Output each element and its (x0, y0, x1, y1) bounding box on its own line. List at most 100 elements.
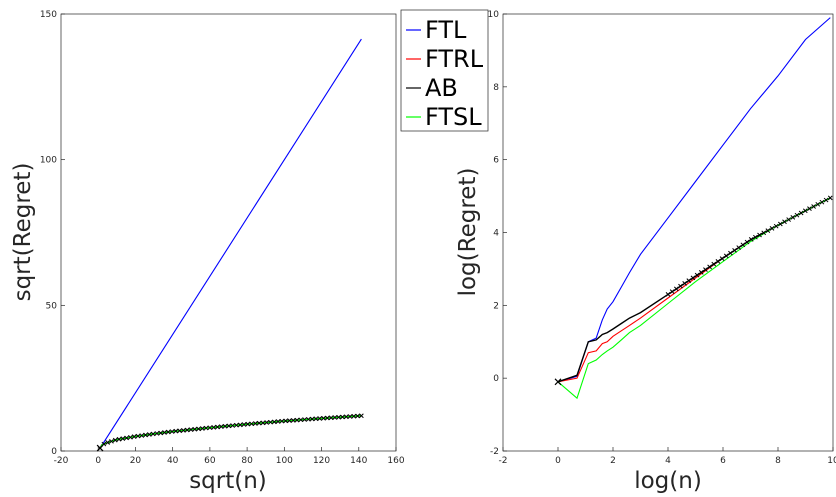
series-line-ftl (557, 17, 831, 383)
ab-marker (665, 292, 671, 297)
ab-marker (211, 424, 217, 430)
ab-marker (757, 232, 762, 238)
legend-label-ab: AB (425, 74, 458, 102)
ab-marker (827, 195, 833, 201)
ab-marker (351, 413, 357, 419)
ab-marker (165, 429, 171, 435)
ab-marker (343, 414, 349, 420)
x-tick-label: 80 (241, 456, 253, 466)
right-xlabel: log(n) (634, 468, 702, 494)
ab-marker (135, 433, 141, 439)
ab-marker (158, 430, 164, 436)
ab-marker (283, 418, 288, 424)
ab-marker (112, 437, 118, 443)
ab-marker (782, 219, 787, 225)
ab-marker (173, 428, 179, 434)
ab-marker (686, 278, 692, 283)
x-tick-label: 0 (555, 456, 561, 466)
ab-marker (703, 267, 708, 272)
ab-marker (794, 212, 800, 218)
right-plot-area (502, 13, 834, 452)
ab-marker (143, 432, 148, 438)
ab-marker (252, 421, 258, 426)
legend-label-ftsl: FTSL (425, 103, 482, 131)
ab-marker (105, 440, 111, 445)
ab-marker (786, 217, 792, 222)
ab-marker (694, 272, 700, 278)
ab-marker (120, 436, 126, 441)
x-tick-label: 2 (610, 456, 616, 466)
y-tick-label: 4 (493, 229, 499, 239)
legend: FTL FTRL AB FTSL (400, 9, 489, 132)
ab-marker (109, 438, 114, 444)
ab-marker (769, 226, 775, 231)
x-tick-label: 0 (95, 456, 101, 466)
ab-marker (682, 281, 687, 286)
ab-marker (328, 415, 334, 421)
ab-marker (313, 416, 319, 422)
y-tick-label: 0 (493, 374, 499, 384)
ab-marker (245, 421, 251, 427)
ab-marker (154, 431, 160, 436)
ab-start-marker (96, 444, 104, 452)
ab-marker (359, 413, 364, 419)
ab-marker (802, 208, 808, 214)
ab-marker (271, 419, 277, 425)
right-ticks: -2 0 2 4 6 8 10 -2 0 2 4 6 8 10 (488, 10, 836, 466)
legend-label-ftrl: FTRL (425, 45, 484, 73)
ab-marker (719, 256, 725, 261)
x-tick-label: 140 (350, 456, 367, 466)
ab-marker (302, 417, 307, 422)
y-tick-label: 6 (493, 156, 499, 166)
ab-marker (116, 436, 122, 442)
ab-marker (777, 221, 783, 227)
ab-marker (279, 418, 285, 424)
x-tick-label: 8 (775, 456, 781, 466)
ab-marker (226, 423, 232, 429)
ab-marker (753, 234, 758, 240)
ab-marker (748, 237, 754, 242)
ab-marker (290, 418, 296, 423)
y-tick-label: 0 (51, 447, 57, 457)
left-xlabel: sqrt(n) (189, 468, 267, 494)
ab-marker (203, 425, 209, 431)
ab-marker (128, 434, 133, 440)
ab-marker (230, 423, 235, 428)
ab-marker (199, 426, 205, 431)
ab-marker (744, 239, 750, 245)
x-tick-label: 6 (720, 456, 726, 466)
ab-marker (306, 416, 311, 422)
ab-marker (707, 264, 712, 270)
ab-marker (146, 432, 152, 437)
ab-marker (162, 430, 167, 435)
legend-label-ftl: FTL (425, 16, 467, 44)
y-tick-label: 50 (46, 301, 58, 311)
x-tick-label: 60 (204, 456, 216, 466)
ab-marker (790, 215, 796, 220)
ab-marker (298, 417, 304, 423)
x-tick-label: 4 (665, 456, 671, 466)
x-tick-label: 40 (167, 456, 179, 466)
x-tick-label: -20 (54, 456, 69, 466)
ab-marker (732, 247, 737, 253)
ab-marker (711, 261, 717, 267)
ab-marker (678, 283, 683, 289)
ab-marker (698, 270, 704, 275)
x-tick-label: 120 (313, 456, 330, 466)
ab-marker (336, 414, 342, 420)
ab-marker (340, 414, 345, 420)
ab-marker (192, 426, 198, 432)
y-tick-label: 8 (493, 83, 499, 93)
right-ylabel: log(Regret) (455, 168, 481, 297)
ab-marker (215, 424, 220, 430)
ab-marker (256, 420, 262, 426)
ab-marker (196, 426, 201, 432)
ab-marker (294, 417, 300, 423)
left-plot-area (60, 13, 397, 452)
ab-marker (811, 204, 816, 209)
ab-marker (673, 286, 679, 292)
ab-marker (169, 429, 175, 434)
x-tick-label: 160 (387, 456, 404, 466)
